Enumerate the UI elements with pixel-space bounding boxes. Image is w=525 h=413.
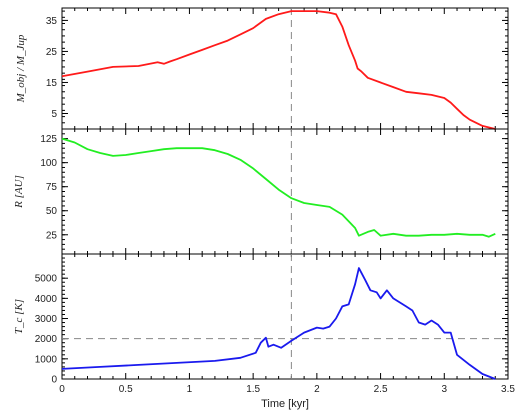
y-axis-title: T_c [K] xyxy=(13,299,25,334)
y-tick-label: 15 xyxy=(46,78,58,89)
x-tick-label: 3 xyxy=(442,384,448,395)
y-axis-title: M_obj / M_Jup xyxy=(15,34,27,103)
x-tick-label: 3.5 xyxy=(501,384,515,395)
x-tick-label: 0 xyxy=(59,384,65,395)
series-line xyxy=(61,10,496,130)
y-tick-label: 35 xyxy=(46,16,58,27)
y-tick-label: 1000 xyxy=(35,354,58,365)
series-line xyxy=(61,137,496,238)
y-axis-title: R [AU] xyxy=(13,175,25,209)
y-tick-label: 3000 xyxy=(35,314,58,325)
y-tick-label: 25 xyxy=(46,47,58,58)
y-tick-label: 5 xyxy=(51,109,57,120)
y-tick-label: 125 xyxy=(40,134,57,145)
x-tick-label: 2 xyxy=(314,384,320,395)
x-axis-title: Time [kyr] xyxy=(261,398,309,410)
y-tick-label: 0 xyxy=(51,375,57,386)
x-tick-label: 1.5 xyxy=(246,384,260,395)
x-tick-label: 0.5 xyxy=(119,384,133,395)
series-line xyxy=(61,267,496,380)
y-tick-label: 75 xyxy=(46,182,58,193)
panel-frame xyxy=(61,253,509,380)
y-tick-label: 5000 xyxy=(35,274,58,285)
y-tick-label: 100 xyxy=(40,158,57,169)
y-tick-label: 25 xyxy=(46,230,58,241)
panel-frame xyxy=(61,7,509,130)
y-tick-label: 50 xyxy=(46,206,58,217)
y-tick-label: 2000 xyxy=(35,334,58,345)
x-tick-label: 2.5 xyxy=(374,384,388,395)
x-tick-label: 1 xyxy=(187,384,193,395)
y-tick-label: 4000 xyxy=(35,294,58,305)
